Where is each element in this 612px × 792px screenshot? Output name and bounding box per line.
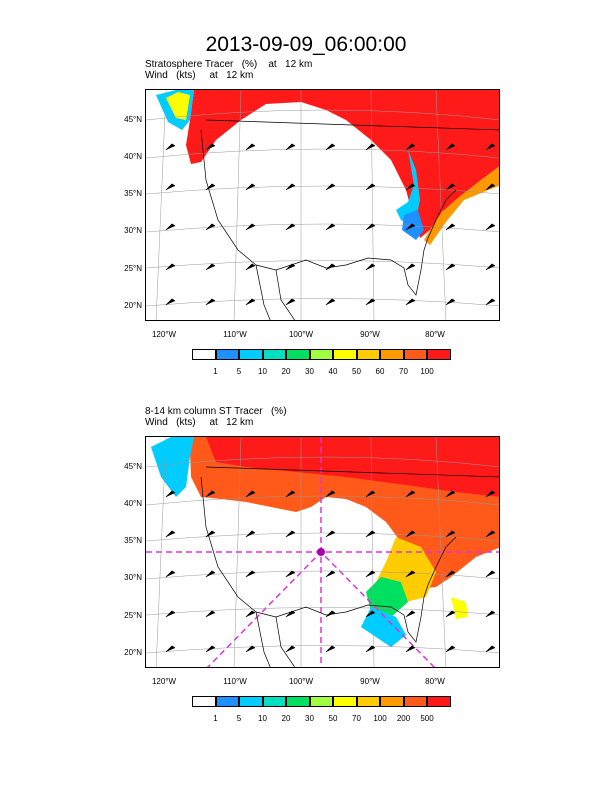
colorbar-label: 5 <box>236 714 242 723</box>
map-field-svg <box>146 437 499 667</box>
colorbar-label: 100 <box>420 367 434 376</box>
lat-label: 20°N <box>124 301 142 310</box>
lon-label: 90°W <box>360 677 380 686</box>
colorbar-swatch <box>403 349 427 360</box>
colorbar-label: 10 <box>258 367 267 376</box>
colorbar-swatch <box>380 696 404 707</box>
main-title: 2013-09-09_06:00:00 <box>205 33 407 56</box>
map-area <box>145 89 500 321</box>
colorbar-swatch <box>286 696 310 707</box>
lat-label: 25°N <box>124 264 142 273</box>
colorbar-swatch <box>215 349 239 360</box>
colorbar-swatch <box>380 349 404 360</box>
colorbar-swatch <box>356 696 380 707</box>
colorbar-label: 10 <box>258 714 267 723</box>
colorbar-label: 20 <box>281 367 291 376</box>
panel-title-line1: 8-14 km column ST Tracer (%) <box>145 406 287 417</box>
colorbar-label: 70 <box>399 367 408 376</box>
colorbar-label: 1 <box>213 714 218 723</box>
colorbar-label: 30 <box>305 367 314 376</box>
colorbar-swatch <box>262 349 286 360</box>
colorbar-swatch <box>192 349 216 360</box>
map-field-svg <box>146 90 499 320</box>
lat-label: 40°N <box>124 152 142 161</box>
colorbar-label: 5 <box>236 367 242 376</box>
tracer-region-high <box>186 90 499 238</box>
map-area <box>145 436 500 668</box>
coastlines <box>200 466 499 667</box>
colorbar-swatch <box>215 696 239 707</box>
tracer-region-low <box>361 607 406 647</box>
colorbar-swatch <box>427 696 451 707</box>
lon-label: 110°W <box>223 330 247 339</box>
panel-title-line1: Stratosphere Tracer (%) at 12 km <box>145 59 313 70</box>
graticule <box>146 90 499 320</box>
lon-label: 100°W <box>288 330 314 339</box>
tracer-region-max <box>206 437 499 497</box>
lat-label: 40°N <box>124 499 142 508</box>
wind-barbs <box>165 490 496 653</box>
colorbar-swatch <box>192 696 216 707</box>
lat-label: 35°N <box>124 189 142 198</box>
colorbar-label: 40 <box>328 367 338 376</box>
colorbar-label: 1 <box>213 367 218 376</box>
graticule <box>146 437 499 667</box>
lat-label: 35°N <box>124 536 142 545</box>
lon-label: 100°W <box>288 677 314 686</box>
colorbar-label: 200 <box>396 714 411 723</box>
colorbar-label: 30 <box>305 714 314 723</box>
lat-label: 45°N <box>124 115 142 124</box>
lat-label: 45°N <box>124 462 142 471</box>
wind-barbs <box>165 143 496 306</box>
colorbar-swatch <box>333 349 357 360</box>
location-marker <box>317 548 325 556</box>
colorbar-swatch <box>333 696 357 707</box>
tracer-region-green <box>366 577 408 617</box>
lat-label: 30°N <box>124 226 142 235</box>
colorbar-label: 20 <box>281 714 291 723</box>
tracer-region-west-inner <box>166 92 190 120</box>
colorbar-label: 100 <box>373 714 387 723</box>
tracer-region-low <box>396 150 420 228</box>
tracer-region-mid <box>424 166 499 245</box>
lat-label: 30°N <box>124 573 142 582</box>
colorbar-swatch <box>262 696 286 707</box>
lon-label: 110°W <box>223 677 247 686</box>
colorbar-swatch <box>427 349 451 360</box>
lon-label: 120°W <box>151 330 177 339</box>
colorbar-swatch <box>309 696 333 707</box>
colorbar-swatch <box>239 349 263 360</box>
colorbar-swatch <box>403 696 427 707</box>
tracer-region-west <box>151 437 194 497</box>
colorbar-label: 60 <box>375 367 385 376</box>
colorbar-label: 50 <box>328 714 338 723</box>
lon-label: 120°W <box>151 677 177 686</box>
lon-label: 80°W <box>425 677 445 686</box>
colorbar-label: 500 <box>420 714 434 723</box>
tracer-region-east <box>451 597 468 619</box>
panel-title-line2: Wind (kts) at 12 km <box>145 417 254 428</box>
lat-label: 25°N <box>124 611 142 620</box>
coastlines <box>200 119 499 320</box>
colorbar-swatch <box>356 349 380 360</box>
colorbar-swatch <box>309 349 333 360</box>
panel-title-line2: Wind (kts) at 12 km <box>145 70 254 81</box>
colorbar-label: 70 <box>352 714 361 723</box>
lat-label: 20°N <box>124 648 142 657</box>
lon-label: 90°W <box>360 330 380 339</box>
colorbar-label: 50 <box>352 367 361 376</box>
colorbar-swatch <box>286 349 310 360</box>
lon-label: 80°W <box>425 330 445 339</box>
colorbar-swatch <box>239 696 263 707</box>
